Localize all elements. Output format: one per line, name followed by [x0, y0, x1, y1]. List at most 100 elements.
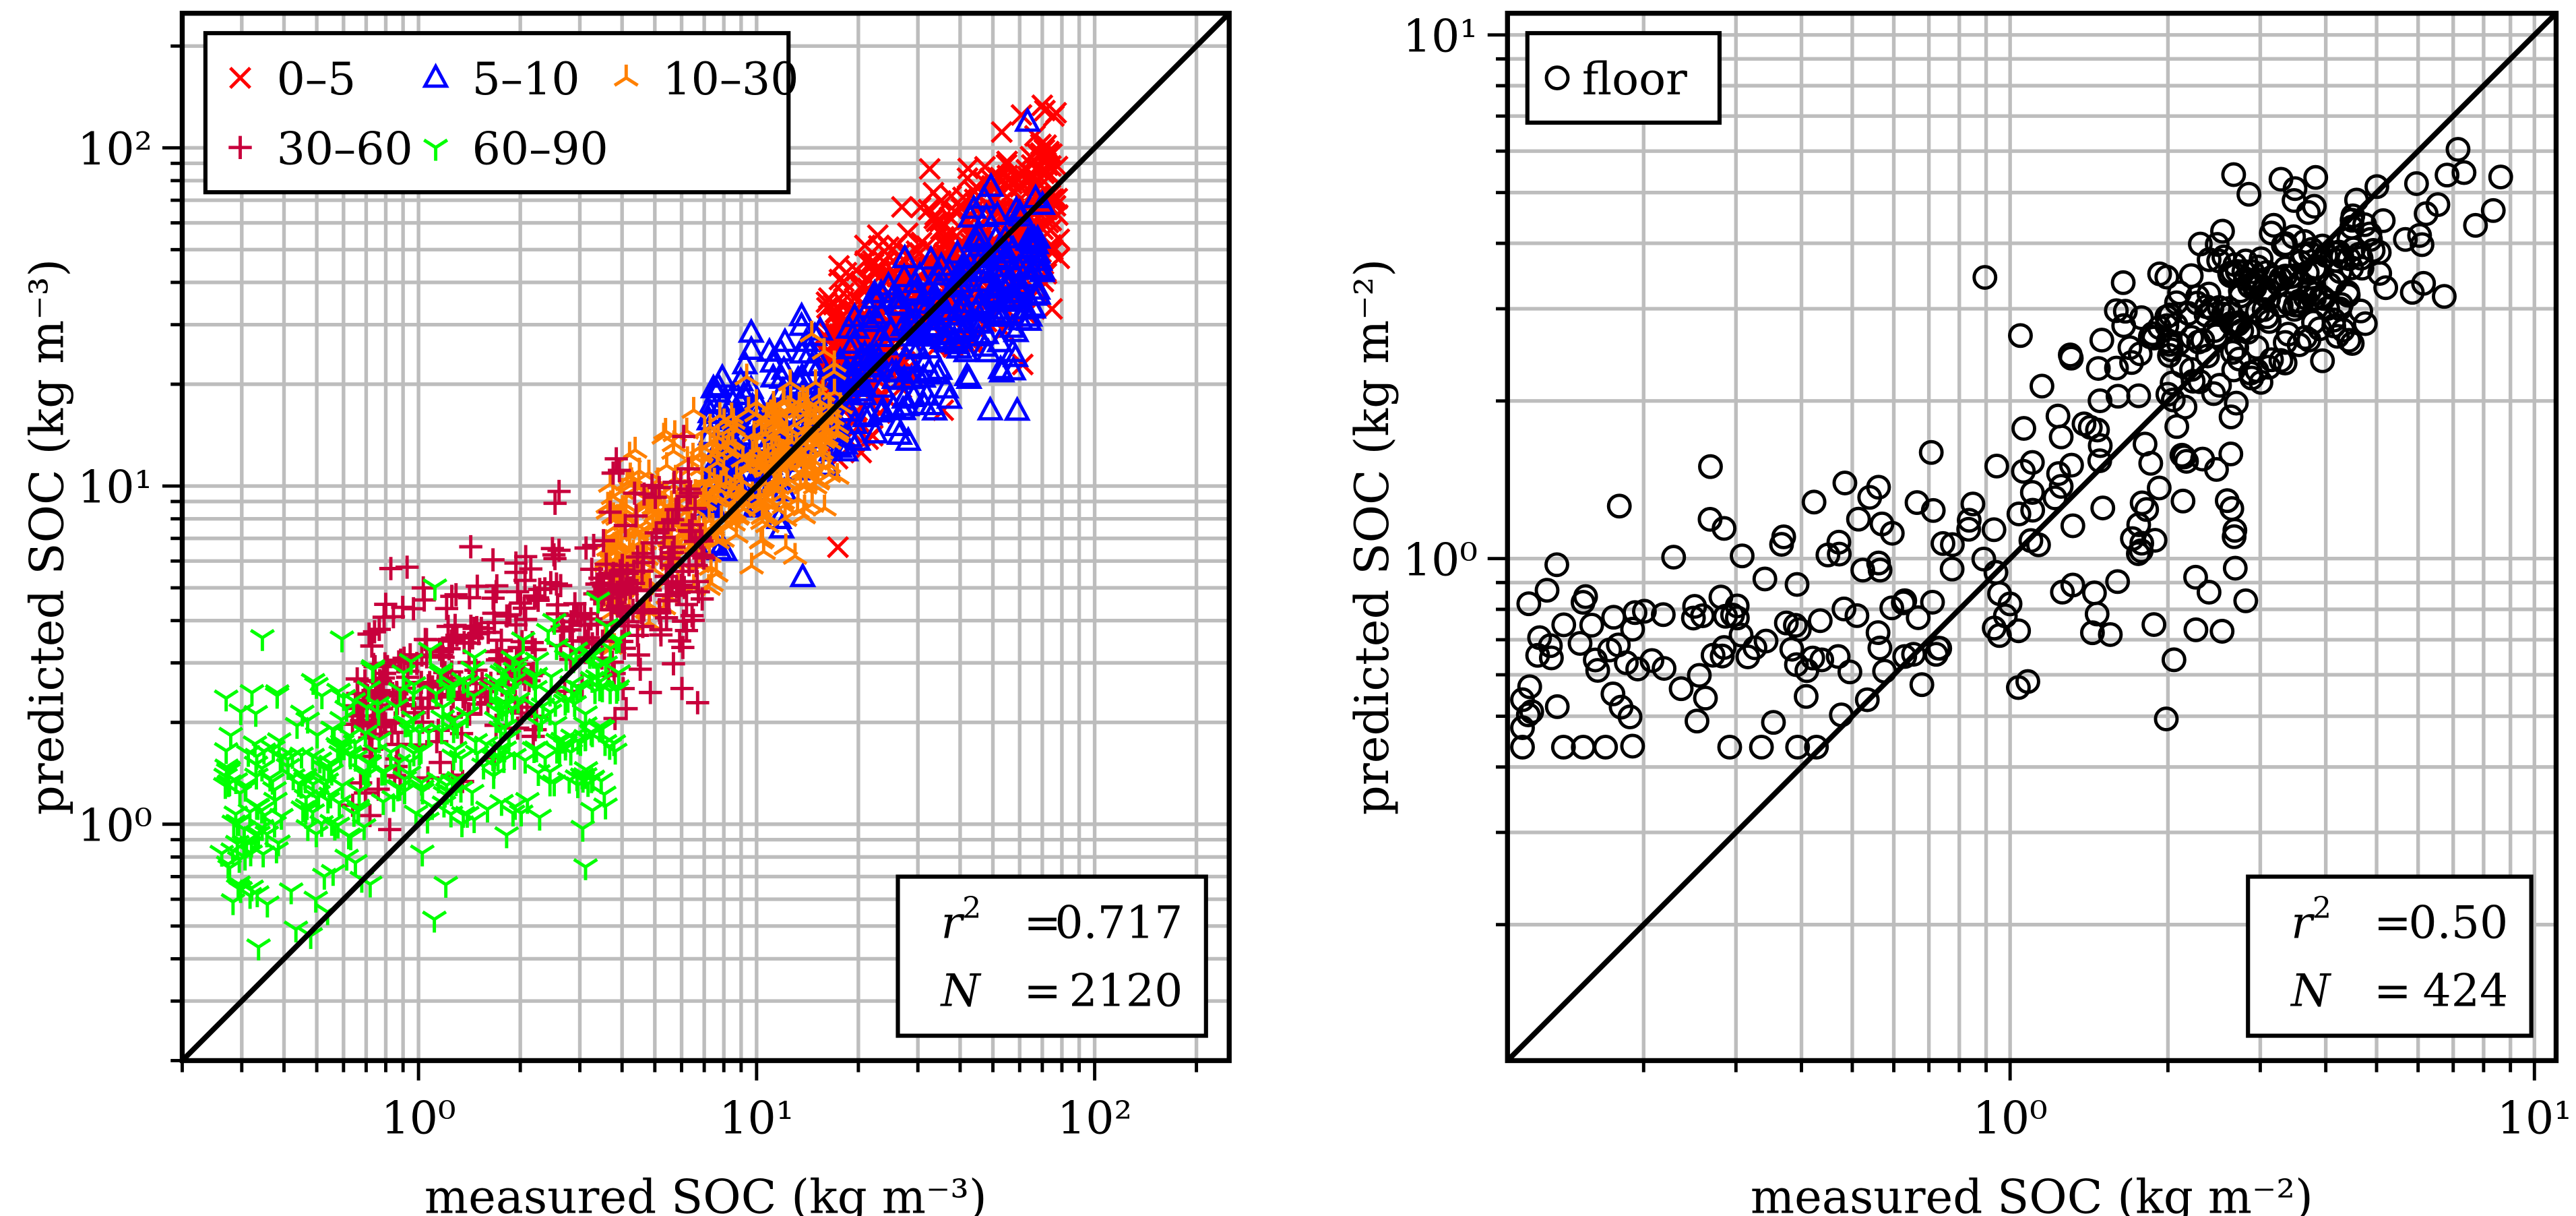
point-circle: [2425, 192, 2451, 217]
point-circle: [2087, 433, 2113, 458]
point-plus: [632, 482, 656, 506]
point-tri-up: [433, 876, 459, 898]
point-x: [950, 197, 973, 220]
point-plus: [594, 552, 618, 576]
point-circle: [1892, 588, 1918, 613]
point-tri-up: [334, 700, 359, 722]
point-triangle: [1003, 195, 1030, 220]
point-triangle: [993, 286, 1021, 312]
point-plus: [685, 570, 710, 594]
point-circle: [1957, 508, 1982, 533]
point-circle: [1550, 734, 1576, 760]
point-circle: [1786, 617, 1812, 642]
point-circle: [1685, 708, 1709, 734]
point-tri-up: [474, 800, 501, 823]
point-triangle: [843, 313, 871, 339]
point-triangle: [798, 351, 825, 377]
point-tri-up: [278, 882, 304, 905]
point-circle: [1573, 584, 1598, 609]
point-tri-up: [217, 859, 243, 882]
point-circle: [1784, 652, 1809, 677]
point-circle: [2008, 323, 2033, 348]
point-circle: [1698, 454, 1723, 479]
point-circle: [2161, 647, 2187, 673]
point-tri-up: [257, 769, 283, 792]
stats-frame: [2246, 874, 2534, 1038]
y-axis-title: predicted SOC (kg m⁻²): [1346, 259, 1400, 815]
point-tri-up: [561, 685, 586, 708]
point-circle: [1971, 546, 1997, 572]
point-circle: [2006, 618, 2032, 644]
point-circle: [2280, 264, 2306, 288]
point-circle: [2214, 488, 2240, 514]
point-circle: [1771, 524, 1796, 549]
point-triangle: [993, 239, 1020, 264]
point-tri-up: [542, 612, 567, 635]
point-triangle: [755, 336, 784, 362]
point-triangle: [1019, 293, 1047, 319]
point-tri-up: [214, 689, 239, 712]
point-tri-up: [570, 819, 596, 842]
r2-value: 0.717: [1055, 896, 1183, 949]
point-tri-up: [220, 892, 246, 915]
point-tri-up: [597, 737, 623, 760]
point-circle: [1625, 657, 1651, 681]
point-x: [910, 231, 933, 254]
point-circle: [2245, 254, 2271, 280]
point-circle: [2364, 174, 2389, 200]
point-tri-up: [416, 723, 441, 746]
point-tri-up: [329, 630, 355, 652]
point-tri-down: [748, 527, 774, 550]
point-tri-down: [778, 369, 803, 392]
point-plus: [662, 535, 686, 559]
point-triangle: [889, 311, 917, 337]
point-plus: [504, 561, 528, 584]
point-circle: [2255, 304, 2280, 330]
point-tri-down: [821, 358, 847, 381]
point-circle: [2147, 261, 2172, 286]
point-circle: [2188, 231, 2213, 257]
point-tri-up: [423, 684, 449, 707]
point-circle: [2488, 164, 2513, 190]
x-tick-label: 10⁰: [381, 1092, 456, 1145]
point-circle: [2190, 446, 2216, 472]
point-circle: [2244, 358, 2269, 384]
point-tri-up: [398, 652, 424, 675]
point-circle: [1585, 658, 1610, 683]
point-tri-up: [266, 732, 292, 754]
point-x: [1001, 173, 1024, 195]
point-circle: [2451, 160, 2477, 185]
point-x: [843, 287, 866, 310]
point-tri-up: [606, 664, 631, 686]
point-triangle: [988, 301, 1016, 327]
n-symbol: N: [939, 964, 981, 1016]
point-circle: [1784, 572, 1810, 597]
point-tri-up: [462, 648, 487, 671]
point-circle: [2303, 164, 2329, 190]
point-triangle: [1016, 263, 1044, 288]
point-triangle: [898, 332, 925, 357]
point-x: [929, 218, 952, 241]
point-x: [891, 195, 914, 218]
point-plus: [430, 644, 453, 667]
point-tri-up: [293, 789, 319, 812]
point-circle: [2042, 485, 2068, 511]
point-tri-down: [799, 320, 825, 343]
point-plus: [391, 595, 414, 619]
y-tick-label: 10¹: [1403, 9, 1478, 62]
point-triangle: [945, 333, 973, 359]
point-x: [1020, 154, 1043, 177]
point-plus: [519, 557, 542, 581]
n-equals: =: [1024, 964, 1061, 1016]
point-tri-down: [746, 487, 772, 510]
point-circle: [2157, 342, 2182, 368]
point-circle: [2268, 348, 2294, 373]
point-circle: [1940, 532, 1965, 557]
point-tri-down: [734, 363, 759, 386]
point-circle: [2259, 220, 2284, 246]
point-tri-up: [245, 885, 270, 907]
legend-marker-tri-down: [613, 64, 639, 87]
point-tri-up: [451, 805, 476, 828]
point-triangle: [970, 266, 997, 293]
point-tri-up: [439, 679, 464, 702]
